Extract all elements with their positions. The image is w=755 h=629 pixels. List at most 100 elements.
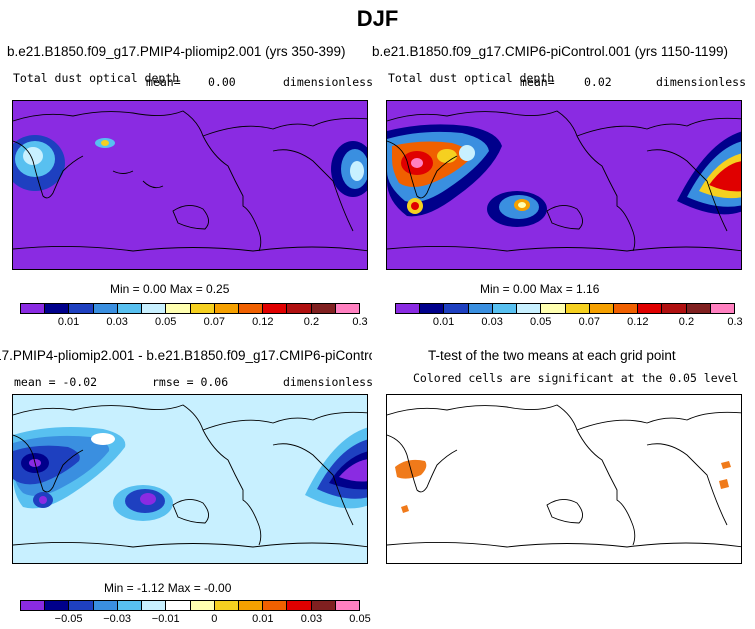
colorbar-swatch (311, 304, 336, 313)
colorbar-swatch (492, 304, 518, 313)
colorbar-swatch (263, 304, 288, 313)
case-title-top-left: b.e21.B1850.f09_g17.PMIP4-pliomip2.001 (… (7, 44, 346, 59)
mean-value-top-right: 0.02 (584, 75, 612, 89)
colorbar-tick-label: 0.03 (300, 613, 323, 625)
mean-label-top-right: mean= (520, 75, 555, 89)
mean-bottom-left: mean = -0.02 (14, 375, 98, 389)
minmax-bottom-left: Min = -1.12 Max = -0.00 (104, 581, 232, 595)
map-background (13, 101, 367, 269)
colorbar-swatch (214, 601, 239, 610)
colorbar-tick-label: 0.05 (349, 613, 371, 625)
variable-label-top-right: Total dust optical depth (388, 71, 555, 85)
colorbar-swatch (517, 304, 542, 313)
colorbar-tick-label: 0.05 (154, 316, 177, 328)
case-title-text: b.e21.B1850.f09_g17.PMIP4-pliomip2.001 -… (0, 348, 372, 363)
coastlines (13, 110, 367, 252)
colorbar-tick-label: 0.03 (106, 316, 128, 328)
colorbar-swatch (93, 304, 118, 313)
coastlines (13, 404, 367, 548)
colorbar-bottom-left (20, 600, 360, 611)
colorbar-swatch (238, 601, 264, 610)
colorbar-labels-bottom-left: −0.05 −0.03 −0.01 0 0.01 0.03 0.05 (20, 613, 371, 627)
variable-label-top-left: Total dust optical depth (13, 71, 180, 85)
colorbar-swatch (214, 304, 239, 313)
coastlines (387, 110, 741, 252)
map-background (387, 395, 741, 563)
case-title-bottom-left: b.e21.B1850.f09_g17.PMIP4-pliomip2.001 -… (0, 348, 372, 363)
colorbar-swatch (190, 304, 215, 313)
ttest-title: T-test of the two means at each grid poi… (428, 348, 676, 363)
colorbar-tick-label: 0.07 (578, 316, 600, 328)
colorbar-swatch (21, 601, 46, 610)
colorbar-tick-label: 0.12 (252, 316, 274, 328)
colorbar-swatch (142, 304, 167, 313)
colorbar-swatch (93, 601, 118, 610)
colorbar-swatch (21, 304, 46, 313)
minmax-top-left: Min = 0.00 Max = 0.25 (110, 282, 230, 296)
colorbar-swatch (638, 304, 663, 313)
colorbar-swatch (468, 304, 493, 313)
minmax-top-right: Min = 0.00 Max = 1.16 (480, 282, 600, 296)
colorbar-tick-label: 0.01 (252, 613, 274, 625)
colorbar-tick-label: −0.05 (54, 613, 83, 625)
map-top-right (386, 100, 742, 270)
colorbar-swatch (69, 304, 94, 313)
colorbar-tick-label: 0.03 (481, 316, 503, 328)
colorbar-swatch (69, 601, 94, 610)
colorbar-tick-label: 0.01 (432, 316, 455, 328)
colorbar-tick-label: −0.01 (151, 613, 180, 625)
colorbar-swatch (565, 304, 590, 313)
colorbar-tick-label: 0.05 (529, 316, 552, 328)
colorbar-tick-label: −0.03 (103, 613, 132, 625)
difference-field (13, 427, 367, 521)
colorbar-tick-label: 0.2 (303, 316, 320, 328)
colorbar-swatch (311, 601, 336, 610)
colorbar-swatch (287, 304, 312, 313)
colorbar-labels-top-left: 0.01 0.03 0.05 0.07 0.12 0.2 0.3 (20, 316, 368, 330)
colorbar-labels-top-right: 0.01 0.03 0.05 0.07 0.12 0.2 0.3 (395, 316, 743, 330)
colorbar-top-right (395, 303, 735, 314)
colorbar-swatch (45, 601, 70, 610)
colorbar-swatch (541, 304, 566, 313)
colorbar-swatch (142, 601, 167, 610)
colorbar-swatch (117, 601, 143, 610)
colorbar-swatch (166, 304, 191, 313)
colorbar-swatch (444, 304, 469, 313)
colorbar-tick-label: 0.3 (727, 316, 743, 328)
colorbar-tick-label: 0 (211, 613, 218, 625)
colorbar-tick-label: 0.01 (57, 316, 80, 328)
mean-value-top-left: 0.00 (208, 75, 236, 89)
units-top-right: dimensionless (656, 75, 747, 89)
colorbar-top-left (20, 303, 360, 314)
mean-label-top-left: mean= (146, 75, 181, 89)
colorbar-swatch (613, 304, 639, 313)
colorbar-tick-label: 0.12 (627, 316, 649, 328)
units-bottom-left: dimensionless (283, 375, 374, 389)
colorbar-swatch (45, 304, 70, 313)
colorbar-swatch (263, 601, 288, 610)
rmse-bottom-left: rmse = 0.06 (152, 375, 229, 389)
colorbar-swatch (238, 304, 264, 313)
colorbar-swatch (396, 304, 421, 313)
page-title: DJF (356, 6, 399, 31)
colorbar-swatch (190, 601, 215, 610)
map-bottom-right (386, 394, 742, 564)
colorbar-tick-label: 0.07 (203, 316, 225, 328)
colorbar-swatch (335, 601, 360, 610)
colorbar-tick-label: 0.3 (352, 316, 368, 328)
colorbar-swatch (420, 304, 445, 313)
colorbar-swatch (662, 304, 687, 313)
colorbar-swatch (166, 601, 191, 610)
ttest-subtitle: Colored cells are significant at the 0.0… (413, 371, 739, 385)
colorbar-tick-label: 0.2 (678, 316, 695, 328)
units-top-left: dimensionless (283, 75, 374, 89)
case-title-top-right: b.e21.B1850.f09_g17.CMIP6-piControl.001 … (372, 44, 728, 59)
colorbar-swatch (117, 304, 143, 313)
map-top-left (12, 100, 368, 270)
coastlines (387, 404, 741, 548)
colorbar-swatch (710, 304, 735, 313)
colorbar-swatch (589, 304, 614, 313)
colorbar-swatch (287, 601, 312, 610)
map-bottom-left (12, 394, 368, 564)
colorbar-swatch (686, 304, 711, 313)
